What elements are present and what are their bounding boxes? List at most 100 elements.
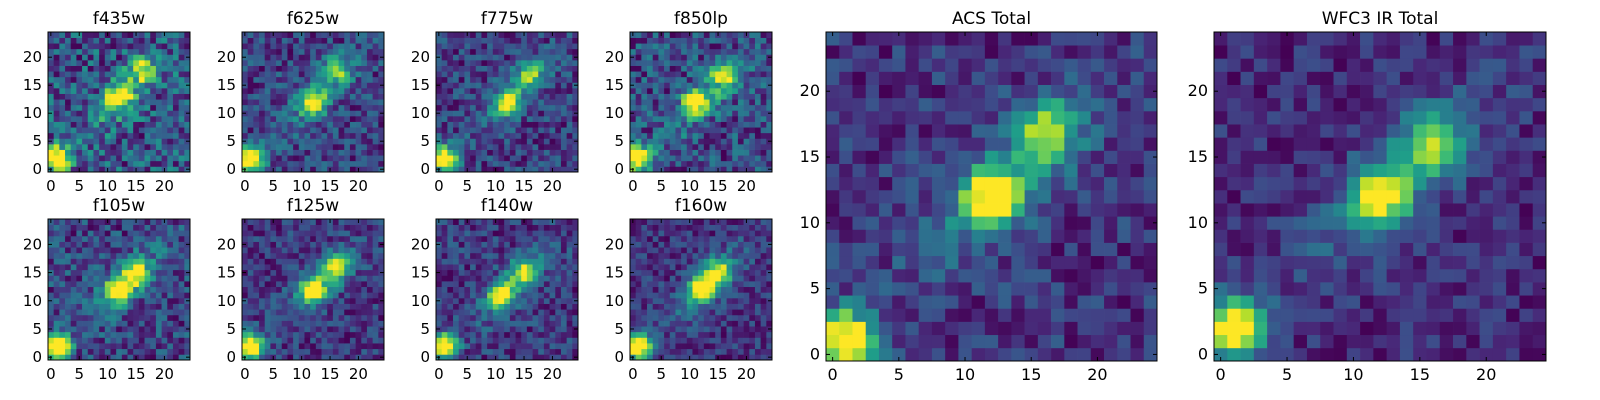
heatmap-cell bbox=[116, 99, 123, 106]
heatmap-cell bbox=[560, 303, 567, 310]
heatmap-cell bbox=[150, 37, 157, 44]
heatmap-cell bbox=[703, 309, 710, 316]
heatmap-cell bbox=[259, 32, 266, 38]
heatmap-cell bbox=[281, 116, 288, 122]
heatmap-cell bbox=[361, 309, 368, 316]
heatmap-cell bbox=[178, 235, 185, 242]
heatmap-cell bbox=[184, 121, 191, 128]
heatmap-cell bbox=[509, 132, 516, 139]
heatmap-cell bbox=[287, 71, 294, 78]
heatmap-cell bbox=[310, 281, 317, 288]
heatmap-cell bbox=[464, 48, 471, 55]
heatmap-cell bbox=[315, 331, 322, 338]
heatmap-cell bbox=[566, 314, 573, 321]
heatmap-cell bbox=[344, 37, 351, 44]
heatmap-cell bbox=[70, 166, 77, 173]
heatmap-cell bbox=[515, 93, 522, 100]
heatmap-cell bbox=[760, 314, 767, 321]
heatmap-cell bbox=[635, 48, 642, 55]
heatmap-cell bbox=[538, 71, 545, 78]
heatmap-cell bbox=[327, 314, 334, 321]
heatmap-cell bbox=[737, 292, 744, 299]
heatmap-cell bbox=[121, 76, 128, 83]
heatmap-cell bbox=[70, 314, 77, 321]
heatmap-cell bbox=[732, 343, 739, 350]
heatmap-cell bbox=[555, 292, 562, 299]
heatmap-cell bbox=[70, 138, 77, 145]
heatmap-cell bbox=[133, 343, 140, 350]
heatmap-cell bbox=[144, 331, 151, 338]
heatmap-cell bbox=[543, 275, 550, 282]
heatmap-cell bbox=[315, 110, 322, 117]
heatmap-cell bbox=[172, 88, 179, 94]
heatmap-cell bbox=[555, 166, 562, 173]
heatmap-cell bbox=[349, 138, 356, 145]
heatmap-cell bbox=[441, 219, 448, 225]
y-tick-label: 20 bbox=[23, 235, 42, 253]
heatmap-cell bbox=[87, 326, 94, 333]
heatmap-cell bbox=[87, 252, 94, 259]
heatmap-cell bbox=[698, 281, 705, 288]
heatmap-cell bbox=[59, 241, 66, 248]
heatmap-cell bbox=[53, 281, 60, 288]
heatmap-cell bbox=[116, 348, 123, 355]
heatmap-cell bbox=[475, 155, 482, 162]
heatmap-cell bbox=[760, 138, 767, 145]
heatmap-cell bbox=[172, 326, 179, 333]
heatmap-cell bbox=[178, 252, 185, 259]
heatmap-cell bbox=[760, 354, 767, 361]
heatmap-cell bbox=[560, 258, 567, 265]
heatmap-cell bbox=[754, 309, 761, 316]
heatmap-cell bbox=[93, 54, 100, 61]
heatmap-cell bbox=[754, 54, 761, 61]
heatmap-cell bbox=[458, 121, 465, 128]
heatmap-cell bbox=[498, 230, 505, 237]
heatmap-cell bbox=[104, 71, 111, 78]
heatmap-cell bbox=[264, 281, 271, 288]
heatmap-cell bbox=[184, 252, 191, 259]
heatmap-cell bbox=[709, 132, 716, 139]
heatmap-cell bbox=[344, 343, 351, 350]
heatmap-cell bbox=[647, 110, 654, 117]
heatmap-cell bbox=[692, 110, 699, 117]
heatmap-cell bbox=[127, 82, 134, 89]
heatmap-cell bbox=[669, 82, 676, 89]
heatmap-cell bbox=[315, 71, 322, 78]
heatmap-cell bbox=[372, 71, 379, 78]
heatmap-cell bbox=[555, 269, 562, 276]
heatmap-cell bbox=[315, 48, 322, 55]
heatmap-cell bbox=[664, 269, 671, 276]
heatmap-cell bbox=[167, 219, 174, 225]
heatmap-cell bbox=[635, 166, 642, 173]
heatmap-cell bbox=[686, 337, 693, 344]
heatmap-cell bbox=[635, 275, 642, 282]
heatmap-cell bbox=[99, 320, 106, 327]
heatmap-cell bbox=[48, 37, 55, 44]
heatmap-cell bbox=[53, 348, 60, 355]
heatmap-cell bbox=[321, 166, 328, 173]
heatmap-cell bbox=[692, 71, 699, 78]
heatmap-cell bbox=[178, 43, 185, 50]
heatmap-cell bbox=[242, 258, 249, 265]
heatmap-cell bbox=[167, 138, 174, 145]
heatmap-cell bbox=[458, 348, 465, 355]
heatmap-cell bbox=[470, 149, 477, 156]
heatmap-cell bbox=[321, 309, 328, 316]
heatmap-cell bbox=[65, 166, 72, 173]
heatmap-cell bbox=[276, 343, 283, 350]
heatmap-cell bbox=[481, 354, 488, 361]
heatmap-cell bbox=[515, 297, 522, 304]
heatmap-cell bbox=[475, 275, 482, 282]
heatmap-cell bbox=[155, 104, 162, 111]
heatmap-cell bbox=[172, 348, 179, 355]
heatmap-cell bbox=[138, 99, 145, 106]
heatmap-cell bbox=[178, 314, 185, 321]
heatmap-cell bbox=[253, 110, 260, 117]
heatmap-cell bbox=[492, 99, 499, 106]
heatmap-cell bbox=[184, 224, 191, 231]
heatmap-cell bbox=[464, 309, 471, 316]
heatmap-cell bbox=[242, 65, 249, 72]
heatmap-cell bbox=[475, 326, 482, 333]
heatmap-cell bbox=[647, 37, 654, 44]
heatmap-cell bbox=[155, 292, 162, 299]
